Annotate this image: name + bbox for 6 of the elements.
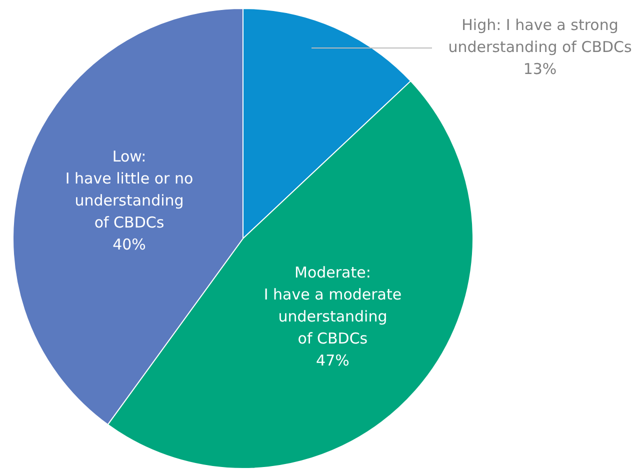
data-label: 13% <box>523 60 557 78</box>
slice-label: High: I have a strong understanding of CBDCs <box>448 16 632 56</box>
data-label: 40% <box>112 235 146 254</box>
slice-label: Moderate: I have a moderate understanding of CBDCs <box>264 263 402 348</box>
data-label: 47% <box>316 351 350 370</box>
slice-label: Low: I have little or no understanding of CBDCs <box>65 147 194 232</box>
